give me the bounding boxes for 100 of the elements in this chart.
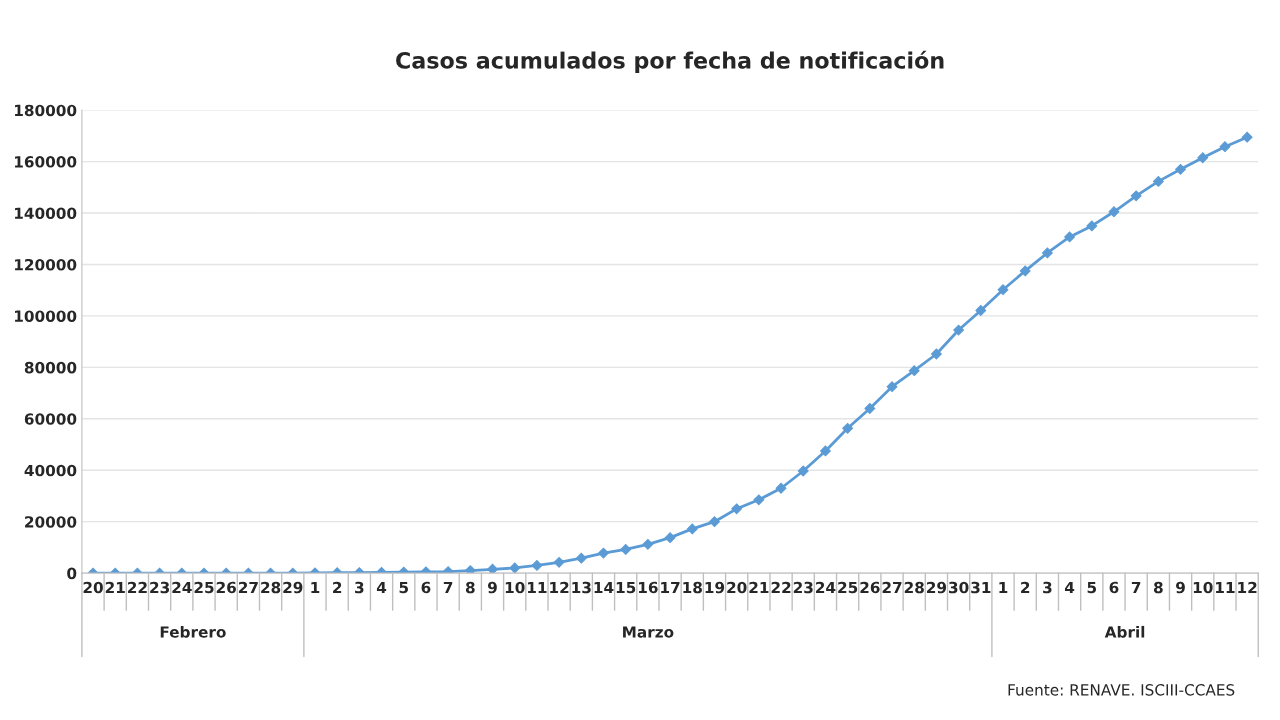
point	[1108, 206, 1120, 218]
x-tick-label: 8	[1153, 581, 1163, 594]
x-tick-label: 7	[443, 581, 453, 594]
x-tick-label: 21	[105, 581, 125, 594]
y-tick-label: 20000	[25, 516, 77, 528]
y-tick-label: 140000	[15, 207, 77, 220]
point	[686, 523, 698, 535]
x-tick-label: 30	[949, 581, 969, 594]
y-tick-label: 180000	[15, 104, 77, 117]
x-tick-label: 29	[926, 581, 947, 594]
point	[1152, 175, 1164, 187]
x-tick-label: 11	[528, 581, 547, 594]
point	[664, 532, 676, 544]
x-tick-label: 4	[376, 581, 387, 594]
point	[953, 324, 965, 336]
x-tick-label: 15	[616, 581, 636, 594]
x-tick-label: 3	[1043, 581, 1052, 594]
text: Marzo	[623, 626, 674, 638]
y-tick-label: 60000	[24, 413, 77, 425]
point	[553, 556, 565, 568]
point	[620, 544, 632, 555]
x-tick-label: 26	[860, 581, 880, 594]
x-tick-label: 9	[1176, 581, 1185, 594]
x-tick-label: 24	[172, 581, 192, 594]
point	[709, 516, 720, 528]
y-tick-label: 100000	[15, 310, 77, 322]
chart-title: Casos acumulados por fecha de notificación	[396, 50, 944, 74]
point	[531, 559, 543, 571]
point	[842, 422, 854, 434]
x-tick-label: 5	[399, 581, 408, 594]
x-tick-label: 19	[705, 581, 725, 594]
x-tick-label: 25	[838, 581, 858, 594]
point	[975, 305, 987, 316]
x-tick-label: 22	[127, 581, 147, 594]
point	[642, 538, 654, 550]
point	[908, 365, 920, 377]
point	[820, 445, 831, 457]
point	[753, 494, 765, 506]
x-tick-label: 2	[333, 581, 342, 594]
y-tick-label: 0	[67, 567, 77, 580]
x-tick-label: 13	[572, 581, 591, 594]
x-tick-label: 12	[550, 581, 569, 594]
point	[464, 565, 476, 574]
y-tick-label: 160000	[15, 156, 77, 168]
point	[487, 563, 498, 574]
x-tick-label: 10	[505, 581, 525, 594]
x-tick-label: 29	[283, 581, 303, 594]
x-tick-label: 25	[194, 581, 214, 594]
x-tick-label: 27	[238, 581, 258, 594]
point	[1175, 163, 1186, 175]
x-tick-label: 23	[150, 581, 170, 594]
x-tick-label: 9	[488, 581, 497, 594]
point	[1019, 265, 1031, 277]
text: Febrero	[160, 625, 226, 638]
point	[1197, 152, 1209, 164]
source-note: Fuente: RENAVE. ISCIII-CCAES	[1008, 684, 1235, 696]
text: Abril	[1104, 625, 1145, 638]
point	[1130, 190, 1142, 202]
x-tick-label: 1	[311, 581, 320, 594]
x-tick-label: 11	[1216, 581, 1235, 594]
x-tick-label: 27	[882, 581, 902, 594]
point	[598, 547, 609, 559]
point	[1064, 231, 1076, 243]
point	[864, 403, 876, 414]
x-tick-label: 12	[1238, 581, 1257, 594]
point	[930, 348, 942, 360]
x-tick-label: 7	[1131, 581, 1141, 594]
point	[1086, 220, 1098, 232]
y-tick-label: 80000	[24, 361, 77, 374]
x-tick-label: 26	[216, 581, 236, 594]
point	[886, 381, 898, 393]
point	[997, 284, 1009, 296]
x-tick-label: 23	[793, 581, 813, 594]
x-tick-label: 14	[594, 581, 614, 594]
x-tick-label: 6	[1109, 581, 1119, 594]
x-tick-label: 10	[1193, 581, 1213, 594]
y-tick-label: 40000	[24, 464, 77, 477]
x-tick-label: 20	[727, 581, 747, 594]
y-tick-label: 120000	[15, 258, 77, 271]
x-tick-label: 24	[816, 581, 836, 594]
x-tick-label: 2	[1021, 581, 1030, 594]
x-tick-label: 3	[355, 581, 364, 594]
x-tick-label: 28	[261, 581, 281, 594]
point	[1041, 247, 1053, 259]
point	[509, 562, 521, 574]
x-tick-label: 4	[1064, 581, 1075, 594]
x-tick-label: 16	[638, 581, 658, 594]
x-tick-label: 1	[999, 581, 1008, 594]
x-tick-label: 21	[749, 581, 769, 594]
x-tick-label: 22	[771, 581, 791, 594]
point	[575, 552, 587, 564]
x-tick-label: 20	[83, 581, 103, 594]
x-tick-label: 18	[683, 581, 702, 594]
x-tick-label: 31	[971, 581, 991, 594]
point	[775, 482, 787, 494]
x-tick-label: 6	[421, 581, 431, 594]
point	[731, 503, 743, 515]
x-tick-label: 28	[904, 581, 924, 594]
x-tick-label: 5	[1087, 581, 1097, 594]
point	[1241, 131, 1253, 143]
